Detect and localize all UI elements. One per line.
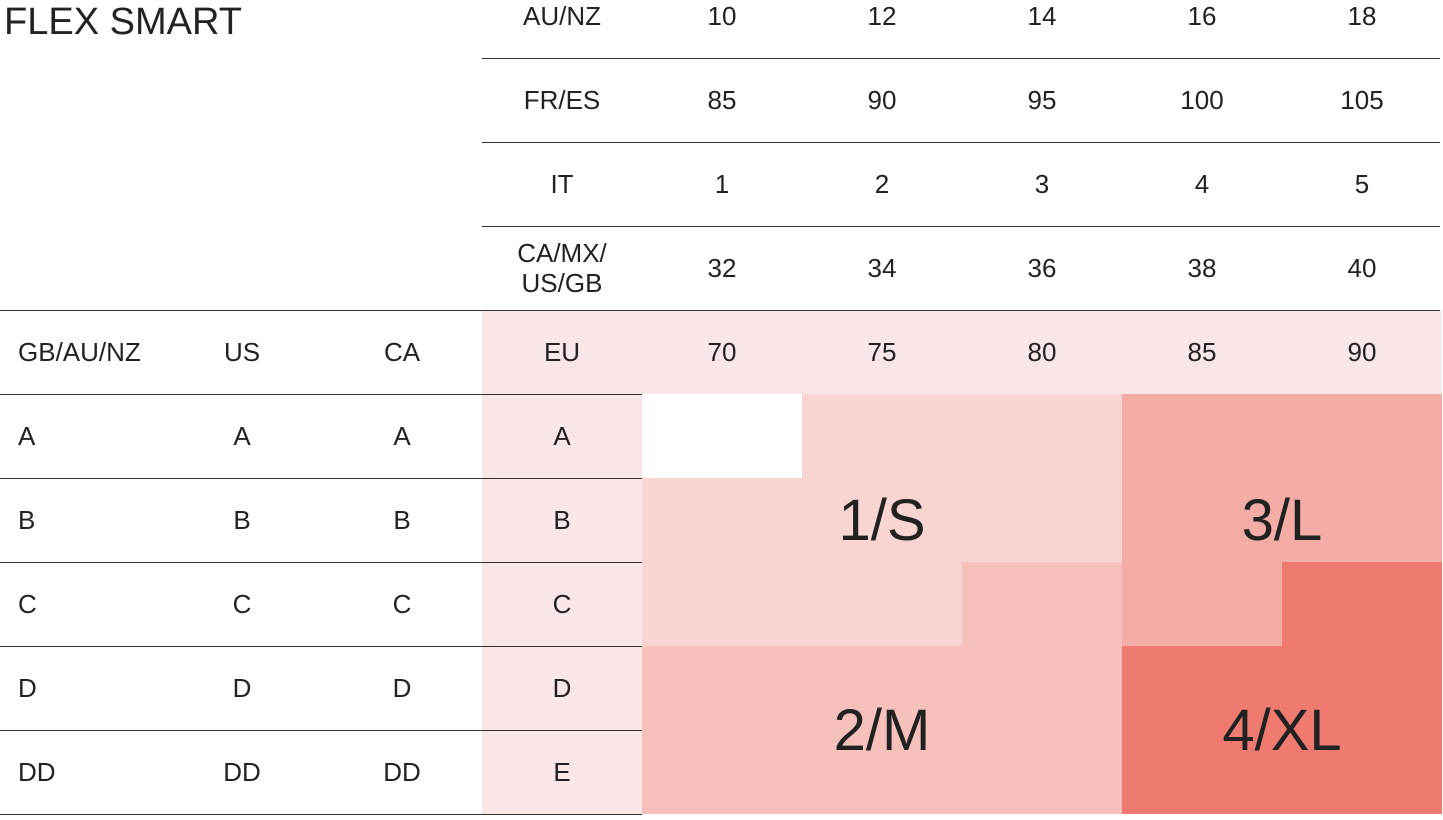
header-value: 85 [707,85,737,115]
header-label: AU/NZ [482,0,642,58]
header-value: 32 [707,253,737,283]
title: FLEX SMART [4,1,242,43]
eu-column [482,394,642,814]
size-label: 3/L [1241,487,1323,553]
row-line [0,562,642,563]
header-value: 18 [1347,1,1377,31]
header-value: 2 [874,169,890,199]
cup-size: C [232,589,252,619]
row-line [0,310,1440,311]
cup-size: D [552,673,572,703]
row-line [482,226,1440,227]
cup-size: DD [18,757,56,787]
region-4xl [1282,562,1442,646]
cup-size: E [553,757,571,787]
header-value: 14 [1027,1,1057,31]
header-value: 10 [707,1,737,31]
header-value: 12 [867,1,897,31]
header-value: 38 [1187,253,1217,283]
region-1s [642,562,962,646]
size-label: 1/S [838,487,926,553]
region-3l [1122,394,1442,562]
cup-size: D [18,673,37,703]
header-label-line: US/GB [521,268,603,298]
cup-size: A [233,421,251,451]
band-value: 70 [707,337,737,367]
row-line [0,478,642,479]
band-value: 75 [867,337,897,367]
band-value: 90 [1347,337,1377,367]
cup-size: B [553,505,571,535]
band-header: GB/AU/NZ [18,337,141,367]
header-label: CA/MX/US/GB [482,226,642,310]
header-label-line: CA/MX/ [517,238,607,268]
header-value: 5 [1354,169,1370,199]
header-value: 34 [867,253,897,283]
header-value: 3 [1034,169,1050,199]
region-4xl [1122,646,1442,814]
header-value: 90 [867,85,897,115]
cup-size: C [392,589,412,619]
row-line [482,142,1440,143]
header-label-line: AU/NZ [523,1,601,31]
header-value: 1 [714,169,730,199]
header-value: 36 [1027,253,1057,283]
header-label-line: FR/ES [523,85,601,115]
band-value: 85 [1187,337,1217,367]
row-line [0,814,642,815]
region-1s [802,394,1122,478]
header-value: 16 [1187,1,1217,31]
header-value: 100 [1180,85,1224,115]
band-header: US [223,337,261,367]
header-label: IT [482,142,642,226]
size-label: 4/XL [1222,697,1342,763]
row-line [482,58,1440,59]
row-line [0,730,642,731]
cup-size: D [392,673,412,703]
cup-size: A [393,421,411,451]
eu-band [482,310,1442,394]
region-1s [642,478,1122,562]
cup-size: B [393,505,411,535]
band-header: EU [543,337,581,367]
header-value: 40 [1347,253,1377,283]
header-label-line: IT [550,169,574,199]
row-line [0,646,642,647]
cup-size: C [552,589,572,619]
row-line [0,394,642,395]
header-value: 105 [1340,85,1384,115]
header-value: 95 [1027,85,1057,115]
header-value: 4 [1194,169,1210,199]
region-2m [962,562,1122,646]
cup-size: A [18,421,36,451]
cup-size: D [232,673,252,703]
cup-size: C [18,589,37,619]
band-value: 80 [1027,337,1057,367]
size-label: 2/M [833,697,931,763]
cup-size: B [18,505,36,535]
cup-size: B [233,505,251,535]
cup-size: A [553,421,571,451]
cup-size: DD [383,757,421,787]
region-2m [642,646,1122,814]
region-3l [1122,562,1282,646]
cup-size: DD [223,757,261,787]
header-label: FR/ES [482,58,642,142]
band-header: CA [383,337,421,367]
